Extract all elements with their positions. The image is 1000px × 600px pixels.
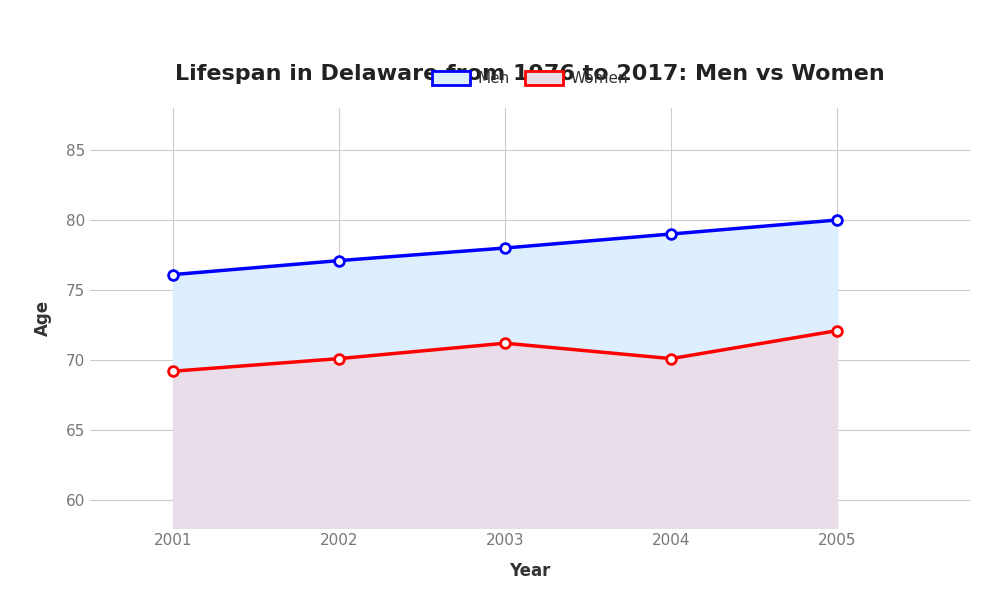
Legend: Men, Women: Men, Women xyxy=(425,65,635,92)
Title: Lifespan in Delaware from 1976 to 2017: Men vs Women: Lifespan in Delaware from 1976 to 2017: … xyxy=(175,64,885,84)
Y-axis label: Age: Age xyxy=(34,300,52,336)
X-axis label: Year: Year xyxy=(509,562,551,580)
